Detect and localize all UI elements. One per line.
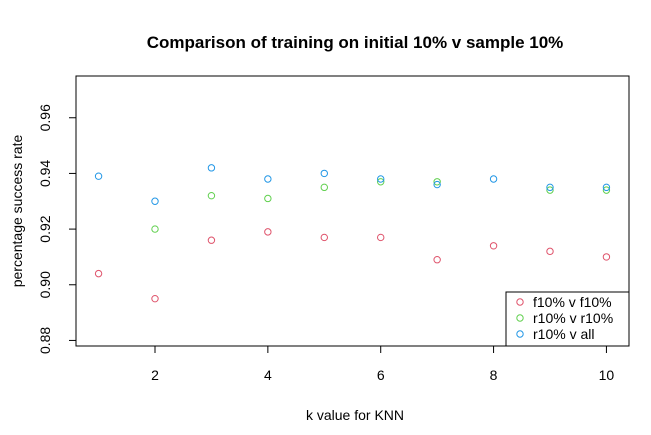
point-series-2 [264,194,272,203]
point-series-1 [489,242,498,250]
y-tick-label: 0.94 [37,160,53,187]
x-axis: 2 4 6 8 10 [151,345,615,383]
point-series-1 [602,253,611,261]
y-tick-label: 0.96 [37,104,53,131]
legend-label: r10% v r10% [533,310,613,326]
point-series-2 [207,191,216,200]
point-series-1 [94,269,103,278]
legend[interactable]: f10% v f10%r10% v r10%r10% v all [505,291,630,347]
point-series-1 [546,247,554,256]
x-axis-label: k value for KNN [306,407,404,423]
x-tick-label: 4 [264,367,272,383]
point-series-3 [320,169,328,178]
point-series-1 [151,294,159,303]
y-tick-label: 0.90 [37,271,53,298]
y-axis-label: percentage success rate [9,135,25,288]
x-tick-label: 2 [151,367,159,383]
point-series-3 [151,197,159,205]
point-series-1 [207,236,216,244]
point-series-2 [433,178,441,186]
point-series-2 [546,186,554,194]
legend-marker [516,330,524,338]
y-tick-label: 0.88 [37,327,53,354]
point-series-2 [320,183,328,192]
x-tick-label: 8 [490,367,498,383]
point-series-2 [151,225,159,233]
x-tick-label: 10 [599,367,615,383]
legend-label: r10% v all [533,326,594,342]
chart-title: Comparison of training on initial 10% v … [147,33,564,52]
legend-marker [516,314,524,322]
legend-label: f10% v f10% [533,294,612,310]
legend-box [505,291,630,347]
point-series-3 [433,180,441,189]
data-points [94,164,611,303]
point-series-3 [94,172,103,180]
point-series-2 [602,186,611,194]
point-series-1 [377,233,385,242]
point-series-3 [377,175,385,183]
x-tick-label: 6 [377,367,385,383]
legend-marker [516,298,524,306]
point-series-3 [264,175,272,183]
point-series-3 [546,183,554,192]
point-series-1 [320,233,328,242]
point-series-3 [602,183,611,192]
point-series-1 [264,228,272,236]
point-series-1 [433,256,441,264]
point-series-2 [377,178,385,186]
y-tick-label: 0.92 [37,215,53,242]
point-series-3 [207,164,216,172]
y-axis: 0.88 0.90 0.92 0.94 0.96 [37,104,77,354]
point-series-3 [489,175,498,183]
